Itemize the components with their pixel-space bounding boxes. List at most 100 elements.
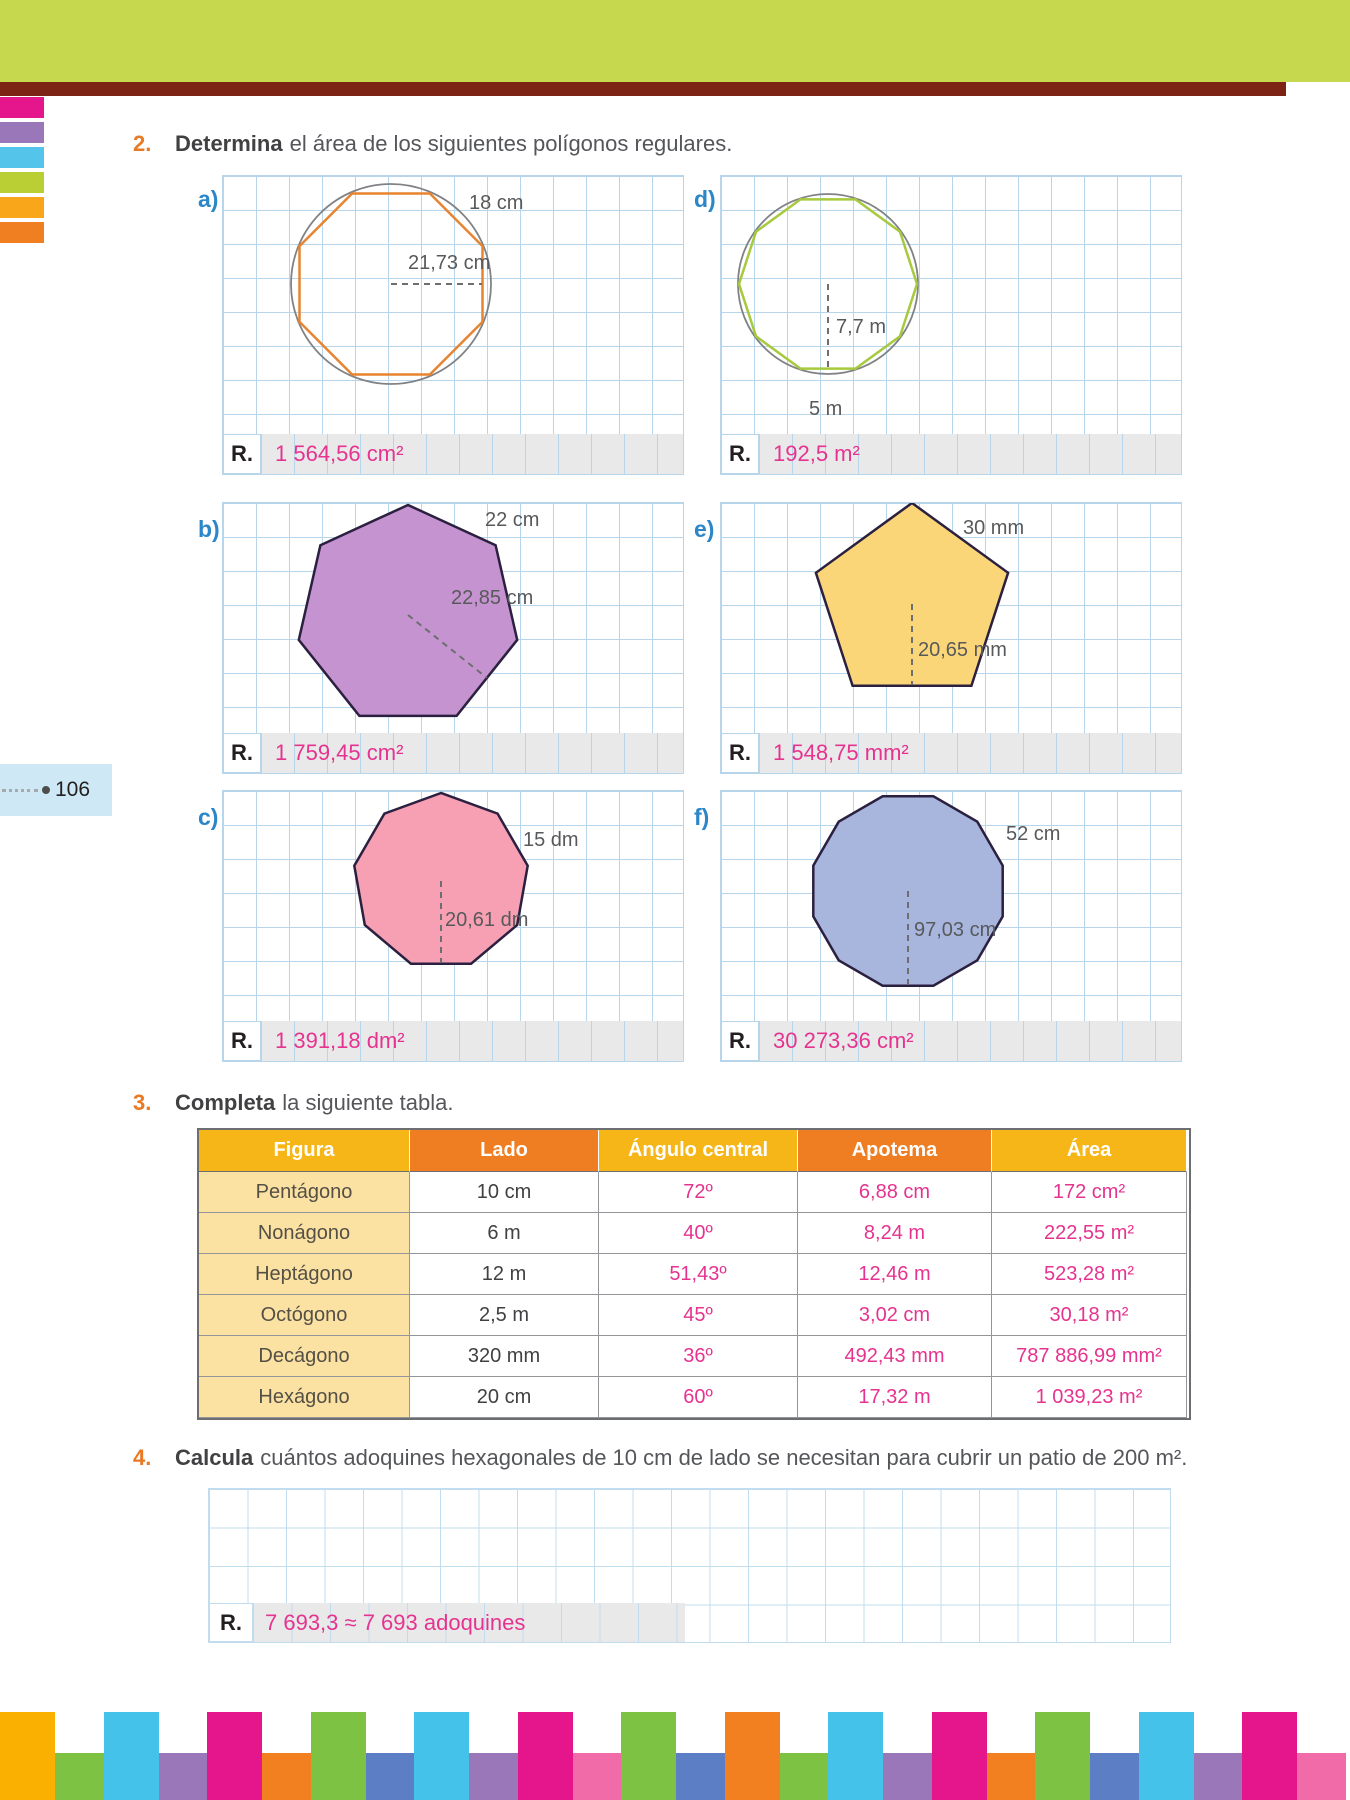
exercise3-text: la siguiente tabla. xyxy=(282,1090,454,1115)
footer-block-short xyxy=(572,1753,621,1800)
table-cell-angulo: 51,43º xyxy=(599,1254,798,1295)
footer-block-tall xyxy=(0,1712,55,1800)
column-header-apotema: Apotema xyxy=(798,1130,992,1172)
footer-block-tall xyxy=(724,1712,780,1800)
exercise3-heading: 3. Completa la siguiente tabla. xyxy=(133,1090,453,1116)
decagon-diagram xyxy=(737,193,919,375)
item-label-a: a) xyxy=(198,186,219,212)
answer-value: 192,5 m² xyxy=(773,441,860,466)
table-cell-figura: Decágono xyxy=(199,1336,410,1377)
heptagon-shape xyxy=(297,503,519,718)
page-number-tab: 106 xyxy=(0,764,112,816)
footer-block-short xyxy=(1193,1753,1242,1800)
header-green-band xyxy=(0,0,1350,82)
footer-block-tall xyxy=(414,1712,469,1800)
octagon-shape xyxy=(298,192,484,376)
table-cell-lado: 12 m xyxy=(410,1254,599,1295)
footer-block-short xyxy=(469,1753,518,1800)
table-cell-apotema: 8,24 m xyxy=(798,1213,992,1254)
table-cell-lado: 320 mm xyxy=(410,1336,599,1377)
answer-row-a: R. 1 564,56 cm² xyxy=(223,434,683,474)
answer-band: 192,5 m² xyxy=(759,434,1181,474)
side-length-label: 30 mm xyxy=(963,517,1025,539)
footer-block-short xyxy=(779,1753,828,1800)
table-cell-lado: 20 cm xyxy=(410,1377,599,1418)
answer-value: 30 273,36 cm² xyxy=(773,1028,914,1053)
exercise4-number: 4. xyxy=(133,1445,152,1470)
column-header-angulo-central: Ángulo central xyxy=(599,1130,798,1172)
table-cell-apotema: 3,02 cm xyxy=(798,1295,992,1336)
answer-value: 1 759,45 cm² xyxy=(275,740,404,765)
apothem-label: 22,85 cm xyxy=(451,587,534,609)
table-cell-lado: 10 cm xyxy=(410,1172,599,1213)
footer-decoration xyxy=(0,1712,1350,1800)
table-cell-apotema: 12,46 m xyxy=(798,1254,992,1295)
answer-row-ex4: R. 7 693,3 ≈ 7 693 adoquines xyxy=(209,1603,685,1642)
table-cell-apotema: 17,32 m xyxy=(798,1377,992,1418)
sidebar-stripe xyxy=(0,147,44,168)
table-cell-figura: Octógono xyxy=(199,1295,410,1336)
answer-row-e: R. 1 548,75 mm² xyxy=(721,733,1181,773)
table-cell-figura: Pentágono xyxy=(199,1172,410,1213)
footer-block-tall xyxy=(1242,1712,1297,1800)
table-cell-figura: Heptágono xyxy=(199,1254,410,1295)
footer-block-short xyxy=(986,1753,1035,1800)
answer-band: 1 548,75 mm² xyxy=(759,733,1181,773)
answer-value: 7 693,3 ≈ 7 693 adoquines xyxy=(265,1609,526,1635)
sidebar-stripe xyxy=(0,122,44,143)
footer-block-tall xyxy=(207,1712,262,1800)
answer-prefix: R. xyxy=(223,434,261,474)
bullet-dot-icon xyxy=(42,786,50,794)
dotted-leader xyxy=(2,788,38,792)
answer-band: 30 273,36 cm² xyxy=(759,1021,1181,1061)
answer-prefix: R. xyxy=(721,1021,759,1061)
table-cell-apotema: 6,88 cm xyxy=(798,1172,992,1213)
table-cell-area: 30,18 m² xyxy=(992,1295,1187,1336)
exercise4-lead: Calcula xyxy=(175,1445,254,1470)
exercise2-number: 2. xyxy=(133,131,152,156)
answer-band: 1 391,18 dm² xyxy=(261,1021,683,1061)
grid-panel-e: 30 mm 20,65 mm R. 1 548,75 mm² xyxy=(720,502,1182,774)
item-label-f: f) xyxy=(694,804,710,830)
sidebar-stripe xyxy=(0,222,44,243)
footer-block-tall xyxy=(517,1712,573,1800)
table-cell-lado: 6 m xyxy=(410,1213,599,1254)
page-number: 106 xyxy=(55,778,91,801)
table-cell-angulo: 60º xyxy=(599,1377,798,1418)
footer-block-short xyxy=(262,1753,311,1800)
footer-block-tall xyxy=(310,1712,366,1800)
grid-panel-b: 22 cm 22,85 cm R. 1 759,45 cm² xyxy=(222,502,684,774)
table-cell-apotema: 492,43 mm xyxy=(798,1336,992,1377)
nonagon-diagram xyxy=(352,791,530,965)
footer-block-short xyxy=(55,1753,104,1800)
footer-block-short xyxy=(1090,1753,1139,1800)
answer-prefix: R. xyxy=(209,1603,253,1642)
footer-block-tall xyxy=(1138,1712,1194,1800)
footer-block-short xyxy=(676,1753,725,1800)
grid-panel-a: 18 cm 21,73 cm R. 1 564,56 cm² xyxy=(222,175,684,475)
apothem-label: 21,73 cm xyxy=(408,252,491,274)
footer-block-short xyxy=(365,1753,414,1800)
side-length-label: 15 dm xyxy=(523,829,579,851)
answer-row-f: R. 30 273,36 cm² xyxy=(721,1021,1181,1061)
heptagon-diagram xyxy=(297,503,519,718)
answer-prefix: R. xyxy=(721,434,759,474)
answer-value: 1 548,75 mm² xyxy=(773,740,909,765)
sidebar-stripe xyxy=(0,97,44,118)
grid-panel-f: 52 cm 97,03 cm R. 30 273,36 cm² xyxy=(720,790,1182,1062)
octagon-diagram xyxy=(290,183,492,385)
footer-block-short xyxy=(158,1753,207,1800)
pentagon-shape xyxy=(814,503,1010,687)
table-cell-angulo: 72º xyxy=(599,1172,798,1213)
apothem-label: 20,61 dm xyxy=(445,909,529,931)
column-header-area: Área xyxy=(992,1130,1187,1172)
footer-block-short xyxy=(1297,1753,1346,1800)
table-cell-figura: Nonágono xyxy=(199,1213,410,1254)
table-cell-lado: 2,5 m xyxy=(410,1295,599,1336)
circumscribed-circle xyxy=(290,183,492,385)
answer-prefix: R. xyxy=(223,733,261,773)
item-label-d: d) xyxy=(694,186,716,212)
answer-prefix: R. xyxy=(223,1021,261,1061)
footer-block-tall xyxy=(103,1712,159,1800)
